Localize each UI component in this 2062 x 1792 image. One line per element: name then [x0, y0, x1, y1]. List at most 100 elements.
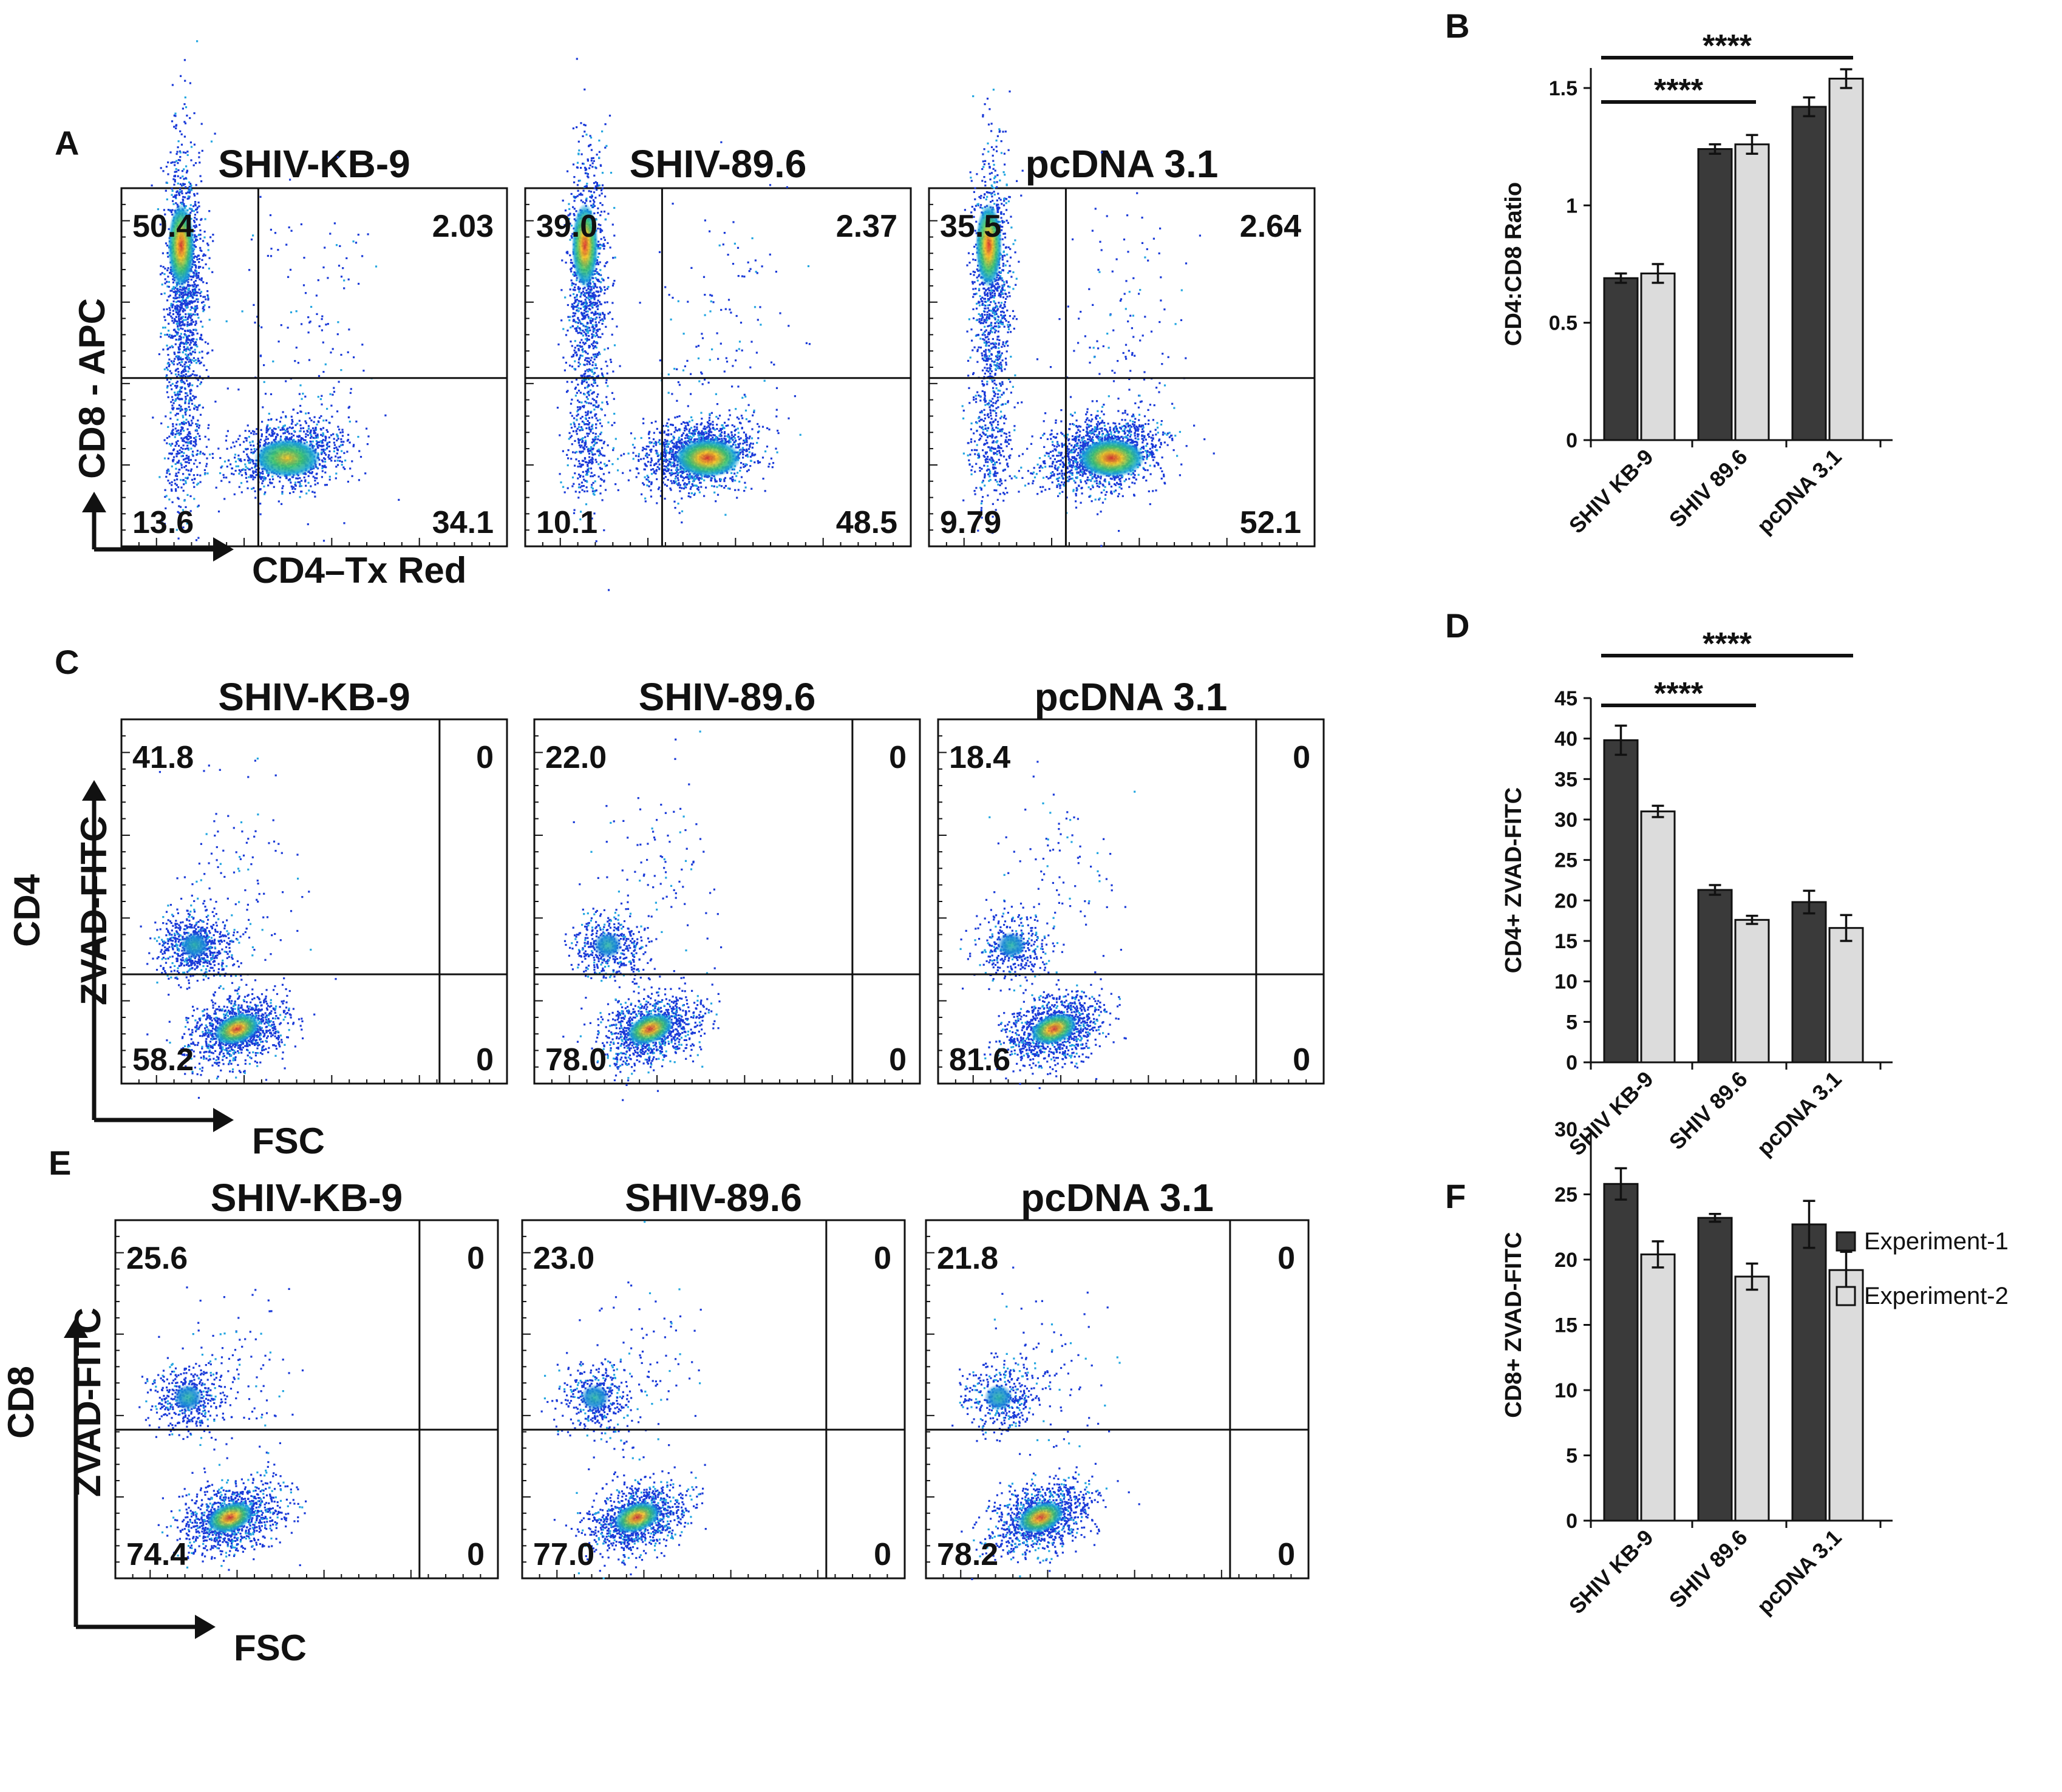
x-axis-arrowhead	[213, 537, 234, 562]
quadrant-upper-right: 0	[889, 740, 907, 775]
flow-plot-C-1: SHIV-KB-9 41.8 0 58.2 0	[120, 675, 508, 1099]
category-label: pcDNA 3.1	[1752, 444, 1846, 538]
quadrant-upper-left: 18.4	[949, 740, 1010, 775]
axis-ticks	[522, 1235, 888, 1578]
bar-experiment-1	[1603, 739, 1639, 1064]
legend-label: Experiment-1	[1864, 1228, 2009, 1255]
density-hotspot	[613, 1501, 661, 1534]
quadrant-lower-right: 34.1	[432, 505, 494, 540]
quadrant-lower-right: 0	[1278, 1537, 1295, 1572]
x-axis-arrowhead	[195, 1615, 216, 1639]
y-axis-label: CD8+ ZVAD-FITC	[1501, 1232, 1526, 1417]
density-hotspot	[168, 203, 195, 288]
quadrant-lower-right: 0	[467, 1537, 485, 1572]
chart-legend: Experiment-1 Experiment-2	[1836, 1228, 2009, 1309]
quadrant-upper-left: 22.0	[545, 740, 607, 775]
y-axis-arrowhead	[82, 492, 106, 512]
bar-experiment-1	[1697, 889, 1733, 1064]
density-hotspot	[254, 438, 321, 478]
bar-experiment-2	[1828, 1269, 1864, 1522]
legend-swatch	[1836, 1231, 1856, 1252]
density-hotspot	[180, 932, 209, 959]
quadrant-lower-left: 9.79	[940, 505, 1001, 540]
bar-experiment-1	[1791, 106, 1827, 441]
y-tick-label: 5	[1566, 1011, 1577, 1034]
flow-plot-C-3: pcDNA 3.1 18.4 0 81.6 0	[937, 675, 1325, 1090]
y-axis-arrowhead	[64, 1317, 88, 1338]
y-tick-label: 10	[1554, 971, 1577, 994]
quadrant-upper-right: 0	[874, 1241, 891, 1276]
density-hotspot	[1030, 1013, 1077, 1045]
event-scatter	[556, 58, 811, 591]
panel-letter: E	[49, 1144, 71, 1182]
y-tick-label: 45	[1554, 687, 1577, 710]
quadrant-lower-left: 78.0	[545, 1042, 607, 1078]
bar-experiment-1	[1697, 1217, 1733, 1522]
x-axis-label: FSC	[252, 1121, 325, 1161]
sparse-events	[961, 151, 1201, 547]
density-hotspot	[571, 203, 599, 288]
bar-experiment-2	[1640, 810, 1676, 1064]
bar-chart-B: B 0 0.5 1 1.5 CD4:CD8 Ratio SHIV KB-9 SHIV 89.6…	[1445, 7, 1893, 538]
quadrant-lower-right: 0	[1293, 1042, 1310, 1078]
bar-experiment-2	[1828, 927, 1864, 1064]
axis-arrows: FSC CD8 ZVAD-FITC	[1, 1308, 307, 1668]
quadrant-upper-right: 0	[476, 740, 494, 775]
y-tick-label: 5	[1566, 1445, 1577, 1468]
sparse-events	[979, 761, 1136, 1016]
density-hotspot	[173, 1384, 203, 1411]
category-label: SHIV 89.6	[1664, 1067, 1752, 1155]
x-axis-arrowhead	[213, 1108, 234, 1132]
flow-plot-A-1: SHIV-KB-9 50.4 2.03 13.6 34.1	[120, 40, 508, 548]
flow-row-A: A SHIV-KB-9 50.4 2.03 13.6 34.1 SHIV-89.6 39.0 2…	[55, 40, 1316, 591]
density-hotspot	[580, 1384, 610, 1411]
quadrant-upper-right: 2.64	[1240, 209, 1301, 244]
panel-letter: A	[55, 124, 79, 162]
y-axis-label: ZVAD-FITC	[73, 816, 114, 1005]
quadrant-upper-right: 2.37	[836, 209, 897, 244]
density-hotspot	[593, 932, 622, 959]
axis-ticks	[938, 735, 1307, 1084]
axis-arrows: CD4–Tx Red CD8 - APC	[72, 298, 466, 591]
y-axis-label: CD4	[7, 874, 47, 947]
density-hotspot	[984, 1384, 1013, 1411]
y-tick-label: 0.5	[1549, 312, 1577, 335]
quadrant-lower-left: 13.6	[132, 505, 194, 540]
legend-swatch	[1836, 1286, 1856, 1306]
flow-plot-E-1: SHIV-KB-9 25.6 0 74.4 0	[114, 1176, 499, 1580]
density-hotspot	[214, 1013, 260, 1045]
bar-experiment-1	[1603, 1183, 1639, 1522]
significance-label: ****	[1654, 676, 1704, 711]
quadrant-upper-right: 0	[1293, 740, 1310, 775]
quadrant-upper-right: 0	[467, 1241, 485, 1276]
legend-label: Experiment-2	[1864, 1283, 2009, 1309]
sparse-events	[639, 141, 811, 524]
axis-ticks	[121, 735, 491, 1084]
quadrant-upper-left: 39.0	[536, 209, 597, 244]
double-negative-population	[152, 342, 217, 541]
bar-experiment-1	[1791, 1223, 1827, 1522]
sparse-events	[573, 730, 723, 1034]
bar-experiment-1	[1697, 148, 1733, 441]
y-tick-label: 1	[1566, 194, 1577, 217]
y-axis-label: CD8 - APC	[72, 298, 112, 479]
significance-label: ****	[1654, 73, 1704, 108]
category-label: SHIV KB-9	[1564, 1067, 1658, 1161]
bar-experiment-2	[1734, 918, 1770, 1064]
panel-letter: D	[1445, 606, 1469, 645]
y-tick-label: 1.5	[1549, 77, 1577, 100]
event-scatter	[151, 40, 400, 542]
plot-title: SHIV-89.6	[625, 1176, 802, 1220]
significance-label: ****	[1703, 29, 1752, 64]
quadrant-lower-right: 52.1	[1240, 505, 1301, 540]
plot-title: SHIV-KB-9	[211, 1176, 403, 1220]
quadrant-lower-right: 0	[476, 1042, 494, 1078]
plot-title: SHIV-89.6	[630, 142, 807, 186]
sparse-events	[158, 758, 312, 1026]
y-axis-label: ZVAD-FITC	[67, 1308, 108, 1497]
flow-plot-C-2: SHIV-89.6 22.0 0 78.0 0	[533, 675, 921, 1101]
axis-ticks	[525, 203, 894, 546]
category-label: SHIV KB-9	[1564, 444, 1658, 538]
